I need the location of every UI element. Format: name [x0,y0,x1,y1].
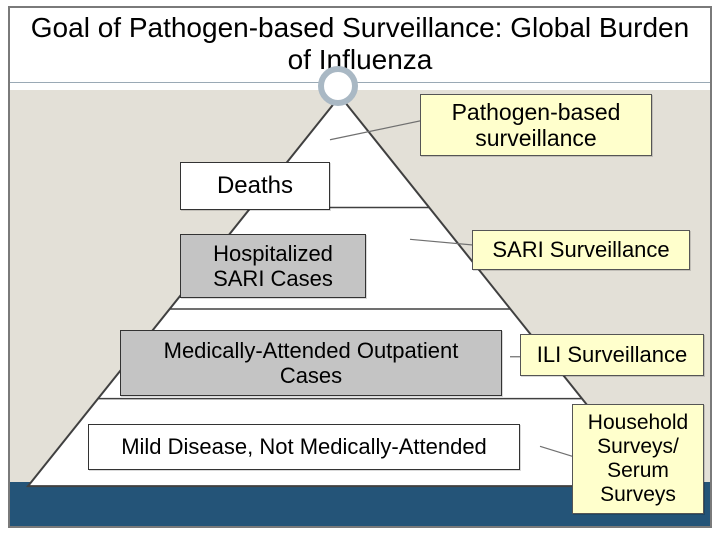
label-mild: Mild Disease, Not Medically-Attended [121,434,487,459]
label-sari: SARI Surveillance [492,237,669,262]
label-household: Household Surveys/ Serum Surveys [583,411,693,508]
slide-frame: Goal of Pathogen-based Surveillance: Glo… [8,6,712,528]
callout-sari: SARI Surveillance [472,230,690,270]
callout-pathogen: Pathogen-based surveillance [420,94,652,156]
callout-ili: ILI Surveillance [520,334,704,376]
tier-box-hospitalized: Hospitalized SARI Cases [180,234,366,298]
label-hospitalized: Hospitalized SARI Cases [191,241,355,292]
tier-box-outpatient: Medically-Attended Outpatient Cases [120,330,502,396]
page-title: Goal of Pathogen-based Surveillance: Glo… [28,12,692,76]
callout-household: Household Surveys/ Serum Surveys [572,404,704,514]
accent-circle-icon [318,66,358,106]
label-pathogen: Pathogen-based surveillance [431,99,641,152]
diagram-area: Deaths Hospitalized SARI Cases Medically… [10,90,710,526]
label-ili: ILI Surveillance [537,342,687,367]
title-block: Goal of Pathogen-based Surveillance: Glo… [10,8,710,83]
label-deaths: Deaths [217,172,293,200]
label-outpatient: Medically-Attended Outpatient Cases [131,338,491,389]
tier-box-deaths: Deaths [180,162,330,210]
tier-box-mild: Mild Disease, Not Medically-Attended [88,424,520,470]
